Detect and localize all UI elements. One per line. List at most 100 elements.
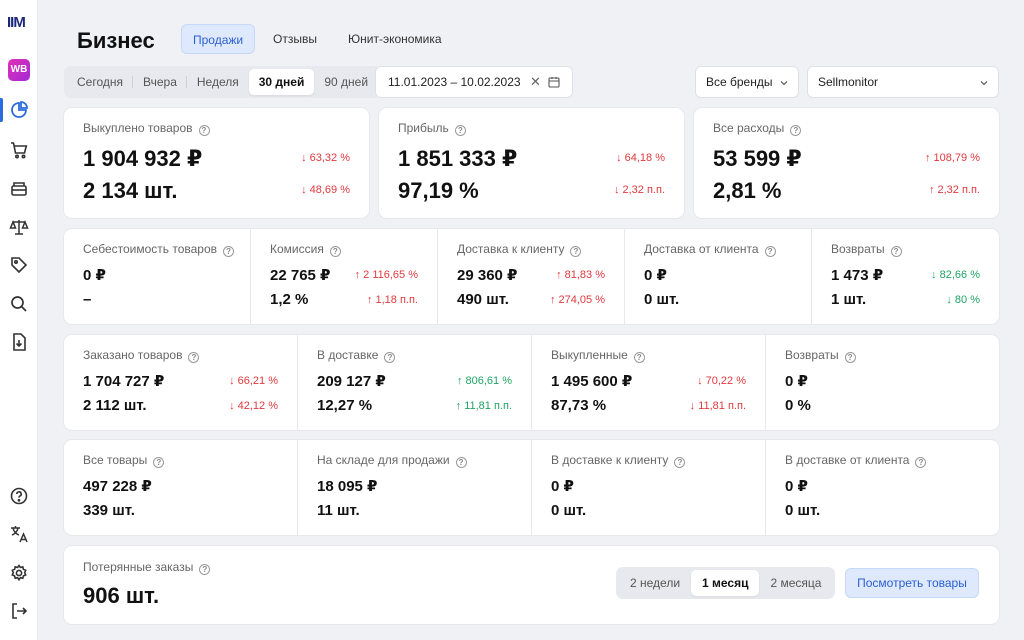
info-icon[interactable]: ? [844, 352, 856, 363]
divider [811, 229, 812, 324]
tab-unit-economics[interactable]: Юнит-экономика [348, 32, 442, 46]
period-yesterday[interactable]: Вчера [133, 69, 187, 95]
chevron-down-icon [780, 81, 788, 86]
metric-value-secondary: 2 134 шт. [83, 178, 178, 203]
logout-icon[interactable] [9, 601, 29, 621]
help-icon[interactable] [9, 486, 29, 506]
metric-value-primary: 209 127 ₽ [317, 373, 386, 390]
change-badge: ↑ 81,83 % [556, 269, 605, 281]
range-2-weeks[interactable]: 2 недели [630, 576, 681, 590]
change-badge: ↓ 42,12 % [229, 400, 278, 412]
metric-in-delivery: В доставке? 209 127 ₽ ↑ 806,61 % 12,27 %… [298, 335, 531, 430]
date-range-value: 11.01.2023 – 10.02.2023 [388, 75, 521, 89]
change-badge: ↓ 63,32 % [301, 152, 350, 164]
period-week[interactable]: Неделя [196, 75, 239, 89]
search-icon[interactable] [9, 294, 29, 314]
metric-in-delivery-from-client: В доставке от клиента? 0 ₽ 0 шт. [766, 440, 999, 535]
info-icon[interactable]: ? [188, 352, 200, 363]
arrow-down-icon: ↓ [946, 294, 955, 306]
brand-select[interactable]: Все бренды [695, 66, 799, 98]
metric-value-secondary: 0 шт. [785, 502, 821, 519]
box-icon[interactable] [9, 178, 29, 198]
card-stock: Все товары? 497 228 ₽ 339 шт. На складе … [64, 440, 999, 535]
info-icon[interactable]: ? [223, 246, 235, 257]
metric-value-primary: 0 ₽ [785, 478, 808, 495]
period-30-days[interactable]: 30 дней [248, 69, 315, 95]
metric-in-warehouse: На складе для продажи? 18 095 ₽ 11 шт. [298, 440, 531, 535]
info-icon[interactable]: ? [454, 125, 466, 136]
clear-icon[interactable]: ✕ [530, 74, 541, 89]
arrow-up-icon: ↑ [354, 269, 364, 281]
marketplace-badge[interactable]: WB [8, 59, 30, 81]
info-icon[interactable]: ? [199, 564, 211, 575]
metric-label: Выкупленные? [551, 348, 645, 363]
lost-orders-range-selector: 2 недели 1 месяц 2 месяца [616, 567, 836, 599]
change-badge: ↑ 274,05 % [549, 294, 605, 306]
metric-value-primary: 0 ₽ [83, 267, 106, 284]
metric-value-secondary: 1 шт. [831, 291, 867, 308]
metric-value-secondary: 490 шт. [457, 291, 509, 308]
arrow-up-icon: ↑ [924, 152, 934, 164]
range-1-month[interactable]: 1 месяц [691, 570, 760, 596]
brand-select-value: Все бренды [706, 75, 773, 89]
metric-bought-out: Выкупленные? 1 495 600 ₽ ↓ 70,22 % 87,73… [532, 335, 765, 430]
metric-value-primary: 1 904 932 ₽ [83, 146, 203, 171]
arrow-down-icon: ↓ [697, 375, 706, 387]
metric-value-secondary: 1,2 % [270, 291, 309, 308]
download-icon[interactable] [9, 332, 29, 352]
info-icon[interactable]: ? [790, 125, 802, 136]
change-badge: ↑ 108,79 % [924, 152, 980, 164]
gear-icon[interactable] [9, 563, 29, 583]
metric-value-secondary: 11 шт. [317, 502, 360, 519]
change-badge: ↑ 2 116,65 % [354, 269, 418, 281]
metric-label: Комиссия? [270, 242, 341, 257]
arrow-down-icon: ↓ [229, 375, 238, 387]
calendar-icon[interactable] [548, 76, 560, 88]
period-90-days[interactable]: 90 дней [324, 75, 369, 89]
divider [624, 229, 625, 324]
cart-icon[interactable] [9, 140, 29, 160]
tab-reviews[interactable]: Отзывы [273, 32, 317, 46]
info-icon[interactable]: ? [890, 246, 902, 257]
metric-delivery-from-client: Доставка от клиента? 0 ₽ 0 шт. [625, 229, 811, 324]
arrow-down-icon: ↓ [613, 184, 623, 196]
shop-select[interactable]: Sellmonitor [807, 66, 999, 98]
metric-value-secondary: 87,73 % [551, 397, 607, 414]
app-logo[interactable]: IIM [7, 14, 26, 31]
info-icon[interactable]: ? [455, 457, 467, 468]
info-icon[interactable]: ? [764, 246, 776, 257]
change-badge: ↑ 806,61 % [456, 375, 512, 387]
arrow-up-icon: ↑ [928, 184, 938, 196]
info-icon[interactable]: ? [153, 457, 165, 468]
period-today[interactable]: Сегодня [67, 69, 133, 95]
metric-label: Доставка к клиенту? [457, 242, 582, 257]
info-icon[interactable]: ? [198, 125, 210, 136]
range-2-months[interactable]: 2 месяца [770, 576, 822, 590]
scales-icon[interactable] [9, 217, 29, 237]
arrow-down-icon: ↓ [301, 184, 310, 196]
info-icon[interactable]: ? [915, 457, 927, 468]
change-badge: ↓ 11,81 п.п. [689, 400, 746, 412]
info-icon[interactable]: ? [329, 246, 341, 257]
info-icon[interactable]: ? [570, 246, 582, 257]
translate-icon[interactable] [9, 524, 29, 544]
arrow-down-icon: ↓ [301, 152, 310, 164]
tab-sales[interactable]: Продажи [181, 24, 256, 54]
date-range-picker[interactable]: 11.01.2023 – 10.02.2023 ✕ [375, 66, 573, 98]
info-icon[interactable]: ? [384, 352, 396, 363]
metric-label: Возвраты? [785, 348, 856, 363]
metric-label: Себестоимость товаров? [83, 242, 235, 257]
chevron-down-icon [980, 81, 988, 86]
change-badge: ↓ 82,66 % [931, 269, 980, 281]
metric-value-primary: 0 ₽ [644, 267, 667, 284]
metric-label: Потерянные заказы? [83, 560, 211, 575]
metric-label: На складе для продажи? [317, 453, 467, 468]
view-products-button[interactable]: Посмотреть товары [845, 568, 979, 598]
info-icon[interactable]: ? [633, 352, 645, 363]
metric-commission: Комиссия? 22 765 ₽ ↑ 2 116,65 % 1,2 % ↑ … [251, 229, 437, 324]
metric-value-secondary: 12,27 % [317, 397, 373, 414]
info-icon[interactable]: ? [674, 457, 686, 468]
arrow-down-icon: ↓ [229, 400, 238, 412]
pie-chart-icon[interactable] [9, 100, 29, 120]
tag-icon[interactable] [9, 255, 29, 275]
